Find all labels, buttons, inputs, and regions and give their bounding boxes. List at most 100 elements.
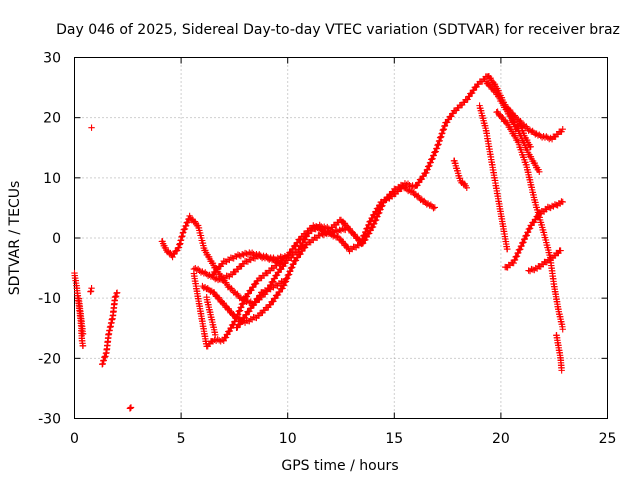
data-point <box>518 242 525 250</box>
x-tick-label: 10 <box>279 431 297 447</box>
data-point <box>181 225 189 233</box>
plot-frame <box>74 57 608 419</box>
data-point <box>510 259 517 267</box>
data-point <box>427 159 434 166</box>
data-point <box>127 404 135 411</box>
series-trace-j <box>199 225 349 326</box>
data-point <box>426 162 433 169</box>
series-trace-l <box>209 249 291 278</box>
data-point <box>430 152 438 159</box>
series-trace-e <box>99 289 121 368</box>
data-point <box>423 169 430 177</box>
data-point <box>342 226 349 234</box>
data-point <box>557 247 564 254</box>
data-point <box>364 224 371 232</box>
data-point <box>520 239 527 246</box>
data-point <box>369 223 377 231</box>
series-trace-s <box>553 332 565 374</box>
data-point <box>515 249 522 257</box>
data-point <box>184 218 192 226</box>
data-point <box>559 126 566 133</box>
x-tick-label: 15 <box>385 431 403 447</box>
data-point <box>88 124 95 131</box>
data-points <box>71 73 566 412</box>
data-point <box>375 204 382 212</box>
data-point <box>289 264 296 271</box>
data-point <box>559 198 566 206</box>
data-point <box>376 201 384 209</box>
series-trace-f <box>126 404 135 412</box>
data-point <box>241 296 248 304</box>
y-tick-label: 30 <box>43 51 61 67</box>
data-point <box>429 155 436 162</box>
data-point <box>271 275 278 282</box>
data-point <box>290 260 297 268</box>
data-point <box>281 253 289 260</box>
data-point <box>559 326 566 333</box>
data-point <box>376 209 383 217</box>
data-point <box>113 289 121 296</box>
data-point <box>504 245 511 253</box>
data-point <box>279 285 286 292</box>
data-point <box>536 168 543 176</box>
data-point <box>88 284 95 292</box>
x-tick-label: 0 <box>70 431 79 447</box>
data-point <box>430 204 437 212</box>
data-point <box>524 228 532 236</box>
chart-title: Day 046 of 2025, Sidereal Day-to-day VTE… <box>56 22 620 38</box>
data-point <box>365 230 373 237</box>
x-tick-label: 25 <box>599 431 617 447</box>
data-point <box>362 228 370 235</box>
y-tick-label: -10 <box>38 291 61 307</box>
data-point <box>365 221 373 228</box>
data-point <box>359 235 366 243</box>
data-point <box>318 227 326 234</box>
data-point <box>340 226 348 233</box>
y-tick-labels: -30 -20 -10 0 10 20 30 <box>38 51 61 428</box>
data-point <box>224 331 231 338</box>
data-point <box>79 330 87 337</box>
data-point <box>332 233 340 241</box>
series-trace-h <box>190 183 439 350</box>
data-point <box>513 252 521 260</box>
series-trace-k <box>203 293 219 338</box>
x-tick-label: 5 <box>177 431 186 447</box>
data-point <box>311 223 318 231</box>
series-trace-m <box>233 276 289 331</box>
data-point <box>287 267 294 275</box>
data-point <box>358 238 365 246</box>
data-point <box>526 225 534 232</box>
y-axis-title: SDTVAR / TECUs <box>7 181 23 296</box>
data-point <box>236 307 244 314</box>
x-tick-label: 20 <box>492 431 510 447</box>
data-point <box>369 214 376 222</box>
data-point <box>367 217 375 225</box>
data-point <box>200 270 208 277</box>
data-point <box>180 229 187 236</box>
y-tick-label: 10 <box>43 171 61 187</box>
data-point <box>523 232 531 239</box>
data-point <box>182 222 190 229</box>
series-trace-a <box>71 269 87 349</box>
data-point <box>226 327 234 335</box>
data-point <box>517 245 524 253</box>
data-point <box>372 208 380 215</box>
data-point <box>534 132 542 139</box>
series-trace-n <box>450 157 470 192</box>
data-point <box>239 300 247 307</box>
data-point <box>432 148 439 155</box>
data-point <box>371 211 378 218</box>
data-point <box>193 266 200 274</box>
series-trace-r <box>525 247 564 275</box>
series-trace-u <box>508 113 534 151</box>
data-point <box>280 262 287 270</box>
data-point <box>361 231 368 239</box>
y-tick-label: -20 <box>38 351 61 367</box>
data-point <box>270 278 277 285</box>
data-point <box>220 337 227 344</box>
y-tick-label: 0 <box>52 231 61 247</box>
series-trace-p <box>501 198 566 271</box>
data-point <box>371 220 378 227</box>
